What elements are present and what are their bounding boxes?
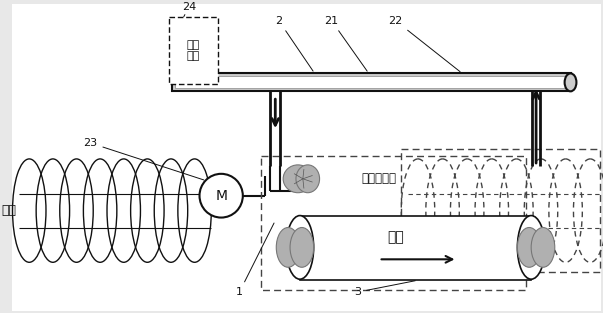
Ellipse shape <box>283 165 313 193</box>
Ellipse shape <box>517 216 545 279</box>
Ellipse shape <box>276 228 300 267</box>
Text: 喷环: 喷环 <box>1 204 16 217</box>
Ellipse shape <box>286 216 314 279</box>
Bar <box>300 216 531 280</box>
Circle shape <box>200 174 243 218</box>
Bar <box>401 149 600 272</box>
Text: 22: 22 <box>388 16 460 72</box>
Ellipse shape <box>564 74 576 91</box>
Ellipse shape <box>517 228 541 267</box>
Text: 2: 2 <box>276 16 313 71</box>
Text: 驱动
装置: 驱动 装置 <box>187 40 200 61</box>
Text: 24: 24 <box>182 2 196 17</box>
Bar <box>175 76 567 88</box>
Text: M: M <box>215 189 227 203</box>
Text: 21: 21 <box>324 16 367 71</box>
Text: 钢管: 钢管 <box>387 230 404 244</box>
Text: 3: 3 <box>354 281 415 297</box>
Text: 1: 1 <box>236 223 274 297</box>
Text: 中间内喷水: 中间内喷水 <box>362 172 397 185</box>
Bar <box>260 156 526 290</box>
Ellipse shape <box>296 165 320 193</box>
Ellipse shape <box>290 228 314 267</box>
Ellipse shape <box>531 228 555 267</box>
Bar <box>169 17 218 84</box>
Text: 23: 23 <box>83 138 204 180</box>
Bar <box>172 74 570 91</box>
